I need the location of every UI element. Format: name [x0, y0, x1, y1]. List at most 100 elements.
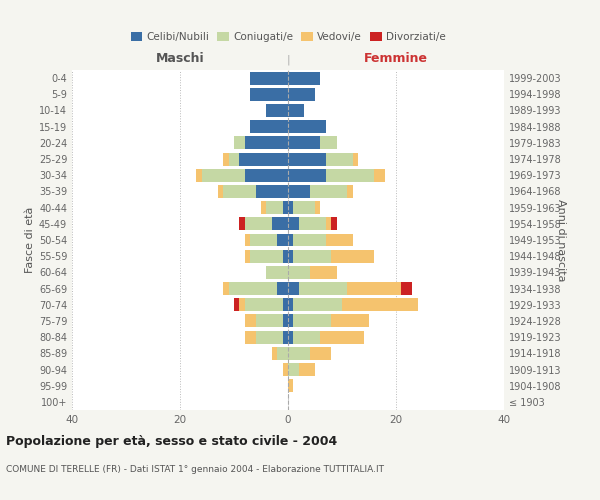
- Bar: [288, 282, 299, 295]
- Bar: [331, 218, 337, 230]
- Bar: [326, 234, 353, 246]
- Bar: [288, 330, 293, 344]
- Bar: [245, 330, 256, 344]
- Bar: [326, 152, 353, 166]
- Bar: [353, 152, 358, 166]
- Bar: [288, 104, 304, 117]
- Bar: [288, 120, 326, 133]
- Bar: [326, 218, 331, 230]
- Bar: [293, 330, 320, 344]
- Bar: [202, 169, 245, 181]
- Bar: [266, 266, 288, 279]
- Bar: [229, 282, 277, 295]
- Bar: [277, 282, 288, 295]
- Bar: [288, 347, 310, 360]
- Bar: [245, 136, 288, 149]
- Bar: [315, 201, 320, 214]
- Bar: [245, 298, 283, 311]
- Bar: [283, 330, 288, 344]
- Bar: [283, 298, 288, 311]
- Bar: [256, 314, 283, 328]
- Bar: [288, 152, 326, 166]
- Bar: [272, 218, 288, 230]
- Bar: [234, 136, 245, 149]
- Text: |: |: [286, 54, 290, 65]
- Bar: [277, 347, 288, 360]
- Text: Femmine: Femmine: [364, 52, 428, 65]
- Bar: [288, 88, 315, 101]
- Bar: [283, 250, 288, 262]
- Bar: [234, 298, 239, 311]
- Bar: [288, 185, 310, 198]
- Bar: [299, 218, 326, 230]
- Bar: [239, 298, 245, 311]
- Bar: [299, 363, 315, 376]
- Bar: [223, 282, 229, 295]
- Bar: [250, 72, 288, 85]
- Bar: [288, 201, 293, 214]
- Bar: [223, 152, 229, 166]
- Bar: [326, 169, 374, 181]
- Bar: [250, 88, 288, 101]
- Bar: [256, 330, 283, 344]
- Bar: [245, 218, 272, 230]
- Bar: [283, 201, 288, 214]
- Bar: [288, 72, 320, 85]
- Bar: [283, 363, 288, 376]
- Text: Maschi: Maschi: [155, 52, 205, 65]
- Text: COMUNE DI TERELLE (FR) - Dati ISTAT 1° gennaio 2004 - Elaborazione TUTTITALIA.IT: COMUNE DI TERELLE (FR) - Dati ISTAT 1° g…: [6, 465, 384, 474]
- Bar: [245, 250, 250, 262]
- Bar: [288, 266, 310, 279]
- Text: Popolazione per età, sesso e stato civile - 2004: Popolazione per età, sesso e stato civil…: [6, 435, 337, 448]
- Bar: [288, 314, 293, 328]
- Bar: [320, 330, 364, 344]
- Legend: Celibi/Nubili, Coniugati/e, Vedovi/e, Divorziati/e: Celibi/Nubili, Coniugati/e, Vedovi/e, Di…: [127, 28, 449, 46]
- Bar: [239, 152, 288, 166]
- Bar: [331, 314, 369, 328]
- Bar: [256, 185, 288, 198]
- Bar: [245, 234, 250, 246]
- Bar: [218, 185, 223, 198]
- Bar: [310, 185, 347, 198]
- Bar: [245, 314, 256, 328]
- Bar: [331, 250, 374, 262]
- Bar: [320, 136, 337, 149]
- Bar: [261, 201, 266, 214]
- Bar: [250, 250, 283, 262]
- Bar: [277, 234, 288, 246]
- Bar: [288, 379, 293, 392]
- Bar: [272, 347, 277, 360]
- Y-axis label: Fasce di età: Fasce di età: [25, 207, 35, 273]
- Bar: [374, 169, 385, 181]
- Bar: [293, 314, 331, 328]
- Bar: [196, 169, 202, 181]
- Bar: [250, 120, 288, 133]
- Bar: [223, 185, 256, 198]
- Bar: [310, 266, 337, 279]
- Bar: [299, 282, 347, 295]
- Bar: [250, 234, 277, 246]
- Bar: [266, 201, 283, 214]
- Bar: [245, 169, 288, 181]
- Bar: [310, 347, 331, 360]
- Bar: [283, 314, 288, 328]
- Bar: [266, 104, 288, 117]
- Bar: [288, 250, 293, 262]
- Bar: [288, 298, 293, 311]
- Y-axis label: Anni di nascita: Anni di nascita: [556, 198, 566, 281]
- Bar: [288, 218, 299, 230]
- Bar: [288, 363, 299, 376]
- Bar: [288, 169, 326, 181]
- Bar: [293, 234, 326, 246]
- Bar: [293, 201, 315, 214]
- Bar: [229, 152, 239, 166]
- Bar: [347, 282, 401, 295]
- Bar: [239, 218, 245, 230]
- Bar: [342, 298, 418, 311]
- Bar: [347, 185, 353, 198]
- Bar: [293, 298, 342, 311]
- Bar: [401, 282, 412, 295]
- Bar: [288, 234, 293, 246]
- Bar: [288, 136, 320, 149]
- Bar: [293, 250, 331, 262]
